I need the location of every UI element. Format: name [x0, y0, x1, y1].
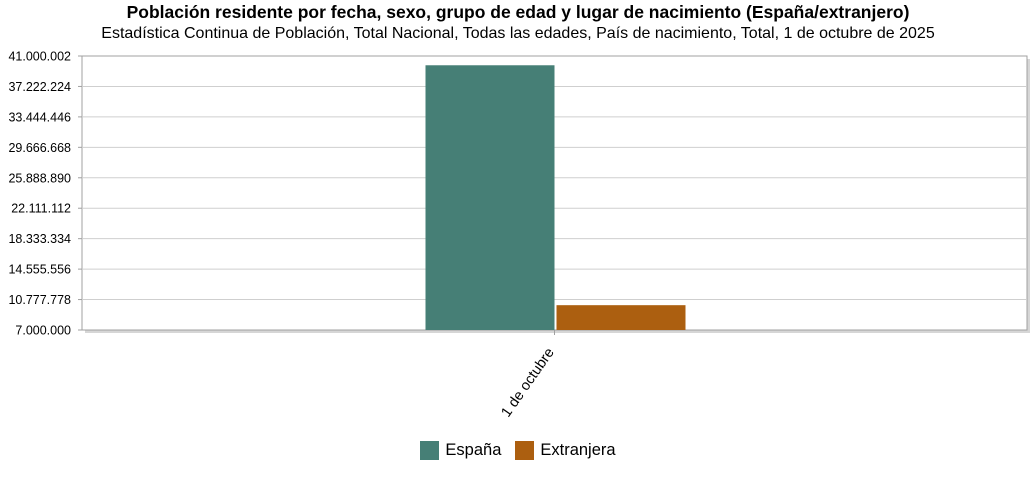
legend-item-extranjera[interactable]: Extranjera: [515, 441, 616, 460]
y-tick-label: 7.000.000: [15, 324, 71, 338]
y-axis-ticks: 7.000.000 10.777.778 14.555.556 18.333.334 2…: [8, 50, 82, 338]
x-axis-ticks: 1 de octubre: [498, 330, 558, 420]
legend-item-espa-a[interactable]: España: [420, 441, 501, 460]
legend-swatch: [420, 441, 440, 460]
y-tick-label: 10.777.778: [8, 293, 71, 307]
chart-title: Población residente por fecha, sexo, gru…: [126, 2, 910, 22]
y-tick-label: 22.111.112: [11, 202, 71, 216]
bar-espa-a[interactable]: [425, 65, 555, 330]
y-tick-label: 14.555.556: [8, 263, 71, 277]
legend-label: España: [445, 441, 502, 459]
x-tick-label: 1 de octubre: [498, 345, 557, 420]
y-tick-label: 18.333.334: [8, 232, 71, 246]
bar-extranjera[interactable]: [556, 305, 686, 330]
bars: [425, 65, 686, 330]
chart-subtitle: Estadística Continua de Población, Total…: [101, 25, 935, 42]
y-tick-label: 33.444.446: [8, 110, 71, 124]
y-tick-label: 25.888.890: [8, 171, 71, 185]
y-tick-label: 29.666.668: [8, 141, 71, 155]
legend-swatch: [515, 441, 535, 460]
y-tick-label: 37.222.224: [8, 80, 71, 94]
legend-label: Extranjera: [540, 441, 616, 459]
y-tick-label: 41.000.002: [8, 50, 71, 64]
legend: España Extranjera: [0, 441, 1036, 460]
